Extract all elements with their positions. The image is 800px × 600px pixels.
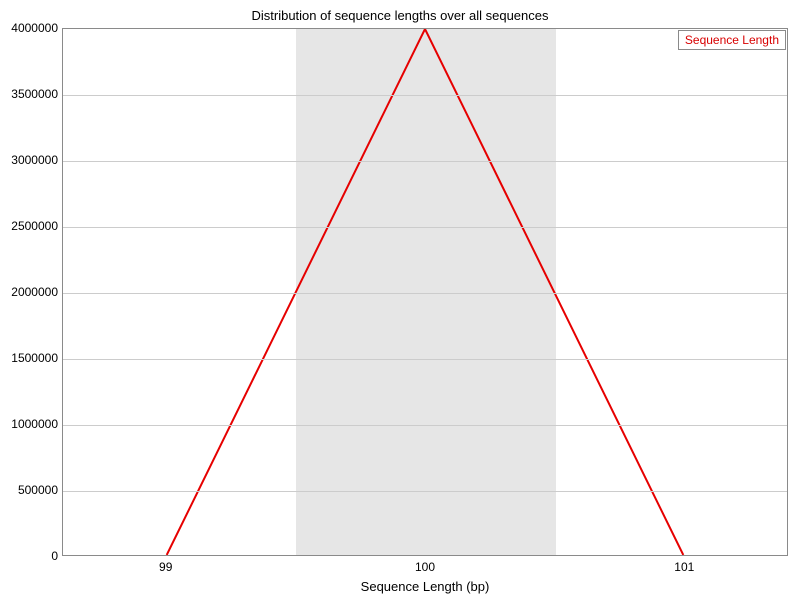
y-tick-label: 500000 — [4, 483, 58, 497]
y-tick-label: 4000000 — [4, 21, 58, 35]
gridline — [63, 161, 787, 162]
x-tick-label: 100 — [415, 560, 435, 574]
x-tick-label: 101 — [674, 560, 694, 574]
gridline — [63, 491, 787, 492]
line-layer — [63, 29, 787, 555]
plot-area: Sequence Length — [62, 28, 788, 556]
gridline — [63, 227, 787, 228]
gridline — [63, 95, 787, 96]
legend: Sequence Length — [678, 30, 786, 50]
y-tick-label: 3500000 — [4, 87, 58, 101]
gridline — [63, 359, 787, 360]
y-tick-label: 0 — [4, 549, 58, 563]
legend-label: Sequence Length — [685, 33, 779, 47]
y-tick-label: 2000000 — [4, 285, 58, 299]
gridline — [63, 425, 787, 426]
y-tick-label: 2500000 — [4, 219, 58, 233]
chart-container: Distribution of sequence lengths over al… — [0, 0, 800, 600]
y-tick-label: 1000000 — [4, 417, 58, 431]
series-line — [167, 29, 684, 555]
gridline — [63, 293, 787, 294]
chart-title: Distribution of sequence lengths over al… — [0, 8, 800, 23]
y-tick-label: 1500000 — [4, 351, 58, 365]
y-tick-label: 3000000 — [4, 153, 58, 167]
x-tick-label: 99 — [159, 560, 172, 574]
x-axis-label: Sequence Length (bp) — [62, 579, 788, 594]
